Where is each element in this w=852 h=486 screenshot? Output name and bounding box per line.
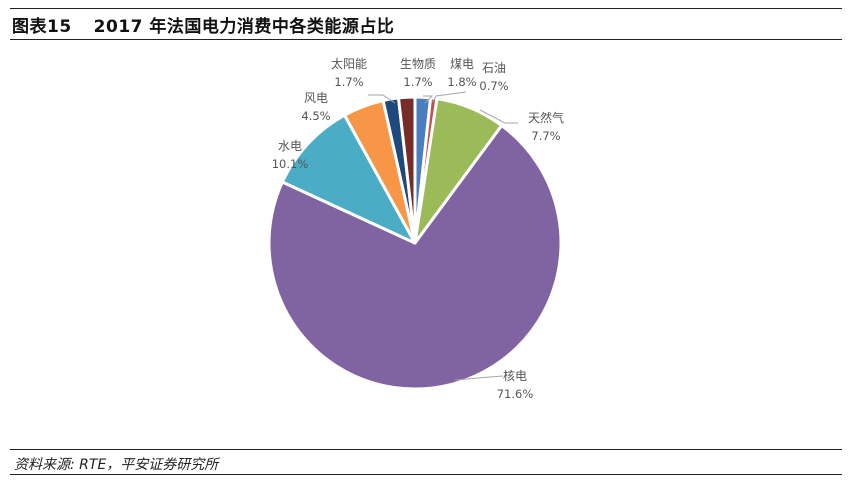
slice-label-name: 核电 <box>503 369 527 383</box>
slice-label-name: 天然气 <box>528 110 564 125</box>
slice-label-value: 71.6% <box>497 387 534 401</box>
chart-title: 2017 年法国电力消费中各类能源占比 <box>93 17 395 37</box>
pie-slice <box>267 124 563 391</box>
top-rule <box>10 8 842 9</box>
pie-slice <box>280 113 417 245</box>
slice-label-value: 7.7% <box>531 129 560 143</box>
slice-label-value: 1.8% <box>447 75 476 89</box>
title-underline <box>10 39 842 40</box>
leader-line <box>368 94 396 104</box>
slice-label-name: 太阳能 <box>331 56 367 71</box>
leader-line <box>432 91 467 103</box>
leader-line <box>423 95 434 104</box>
footer-bottom-rule <box>10 474 842 475</box>
leader-line <box>454 375 504 381</box>
slice-label-value: 4.5% <box>301 109 330 123</box>
figure-title: 图表15 2017 年法国电力消费中各类能源占比 <box>12 12 394 37</box>
slice-label-name: 水电 <box>278 139 302 153</box>
leader-line <box>479 109 518 124</box>
slice-label-name: 煤电 <box>450 57 474 71</box>
leader-lines <box>368 91 518 381</box>
pie-slices <box>267 95 563 391</box>
slice-label-name: 石油 <box>482 61 506 75</box>
footer-top-rule <box>10 449 842 450</box>
slice-label-value: 0.7% <box>479 79 508 93</box>
figure-number: 图表15 <box>12 17 72 37</box>
source-note: 资料来源: RTE，平安证券研究所 <box>14 457 219 473</box>
slice-labels: 太阳能 1.7% 生物质 1.7% 煤电 1.8% 石油 0.7% 风电 4.5% 天然气 7.7% 水… <box>272 56 564 401</box>
slice-label-value: 1.7% <box>403 75 432 89</box>
slice-label-value: 1.7% <box>334 75 363 89</box>
slice-label-value: 10.1% <box>272 157 309 171</box>
slice-label-name: 风电 <box>304 91 328 105</box>
pie-slice <box>396 95 417 245</box>
slice-label-name: 生物质 <box>400 57 436 71</box>
